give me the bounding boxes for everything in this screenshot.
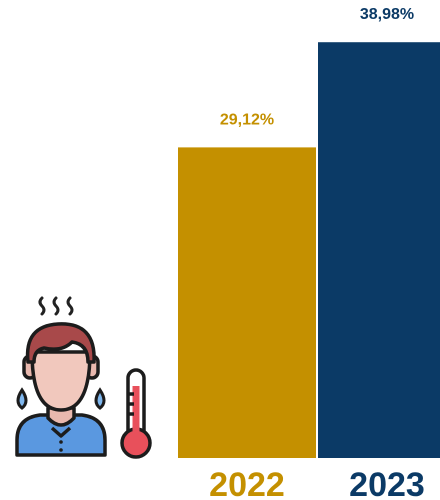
category-label-2023: 2023 (349, 466, 425, 500)
bars-layer: 29,12% 2022 38,98% 2023 (178, 6, 440, 500)
value-label-2023: 38,98% (360, 6, 414, 23)
hot-person-illustration (15, 296, 152, 459)
bar-2022 (178, 147, 316, 459)
bar-2023 (318, 42, 440, 459)
person-icon (15, 322, 107, 457)
heat-waves-icon (38, 296, 74, 316)
category-label-2022: 2022 (209, 466, 285, 500)
sweat-drop-icon (16, 387, 106, 410)
value-label-2022: 29,12% (220, 111, 274, 128)
thermometer-icon (120, 368, 152, 459)
